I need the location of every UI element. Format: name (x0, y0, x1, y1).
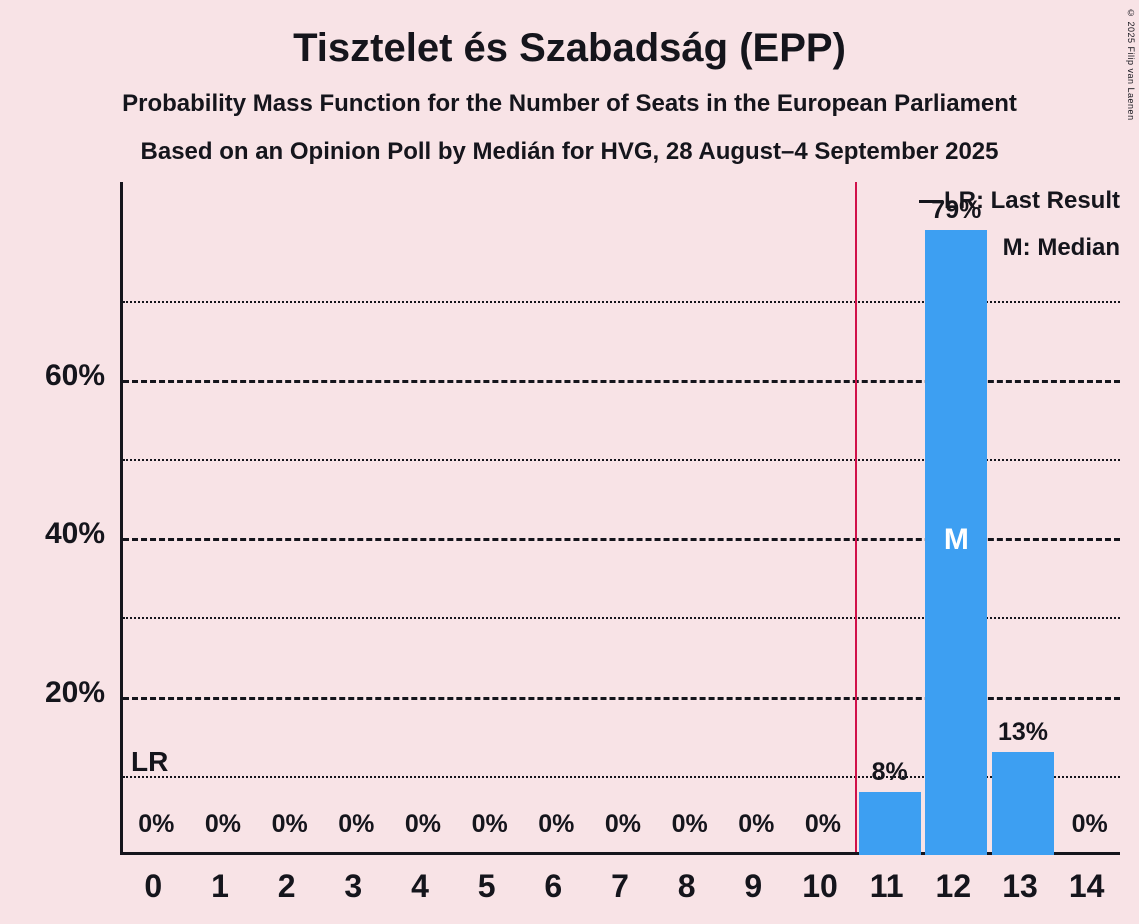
legend-label-last-result: LR: Last Result (943, 187, 1120, 214)
bar-value-label-1: 0% (204, 810, 242, 838)
x-tick-label-3: 3 (344, 868, 363, 904)
legend-label-median: M: Median (1002, 234, 1120, 261)
x-tick-label-4: 4 (411, 868, 429, 904)
x-tick-label-8: 8 (677, 868, 696, 904)
bar-value-label-3: 0% (338, 810, 375, 838)
x-tick-label-14: 14 (1068, 868, 1105, 904)
bar-value-label-4: 0% (404, 810, 442, 838)
last-result-line-icon (918, 199, 943, 203)
chart-subtitle-poll-info: Based on an Opinion Poll by Medián for H… (140, 138, 999, 165)
last-result-line (855, 182, 858, 852)
x-tick-label-7: 7 (611, 868, 629, 904)
legend-item-median: M: Median (919, 233, 1120, 263)
bar-seat-12 (925, 229, 988, 855)
gridline-major-40 (123, 538, 1120, 542)
bar-value-label-2: 0% (271, 810, 308, 838)
x-tick-label-1: 1 (211, 868, 229, 904)
x-tick-label-11: 11 (869, 868, 904, 904)
plot-area: 0% 0% 0% 0% 0% 0% 0% 0% 0% 0% 0% 8% 79% 13% 0% LR M (120, 182, 1120, 855)
x-tick-label-6: 6 (544, 868, 563, 904)
last-result-label: LR (131, 745, 169, 777)
x-tick-label-13: 13 (1002, 868, 1038, 904)
bar-value-label-9: 0% (738, 810, 775, 838)
legend-item-last-result: LR: Last Result (918, 186, 1120, 216)
bar-value-label-6: 0% (538, 810, 575, 838)
x-tick-label-5: 5 (477, 868, 496, 904)
bar-value-label-0: 0% (138, 810, 175, 838)
gridline-major-60 (123, 379, 1120, 383)
bar-value-label-7: 0% (604, 810, 642, 838)
median-marker: M (943, 523, 969, 557)
x-tick-label-9: 9 (744, 868, 763, 904)
chart-title: Tisztelet és Szabadság (EPP) (293, 26, 846, 70)
copyright-notice: © 2025 Filip van Laenen (1126, 8, 1136, 121)
bar-value-label-11: 8% (871, 757, 908, 786)
y-tick-label-40: 40% (44, 517, 105, 551)
bar-value-label-13: 13% (997, 718, 1048, 747)
y-tick-label-60: 60% (44, 358, 105, 392)
gridline-minor-70 (123, 300, 1120, 303)
chart-subtitle: Probability Mass Function for the Number… (122, 90, 1017, 117)
x-tick-label-10: 10 (802, 868, 838, 904)
gridline-minor-50 (123, 459, 1120, 462)
bar-value-label-8: 0% (671, 810, 708, 838)
x-tick-label-0: 0 (144, 868, 163, 904)
y-tick-label-20: 20% (44, 675, 105, 709)
legend: LR: Last Result M: Median (918, 186, 1120, 280)
x-tick-label-2: 2 (277, 868, 296, 904)
bar-value-label-14: 0% (1071, 810, 1108, 838)
x-tick-label-12: 12 (935, 868, 972, 904)
gridline-minor-10 (123, 775, 1120, 778)
bar-value-label-10: 0% (804, 810, 842, 838)
bar-seat-13 (992, 752, 1054, 855)
gridline-minor-30 (123, 617, 1120, 620)
bar-value-label-5: 0% (471, 810, 508, 838)
gridline-major-20 (123, 696, 1120, 700)
bar-seat-11 (858, 791, 921, 855)
